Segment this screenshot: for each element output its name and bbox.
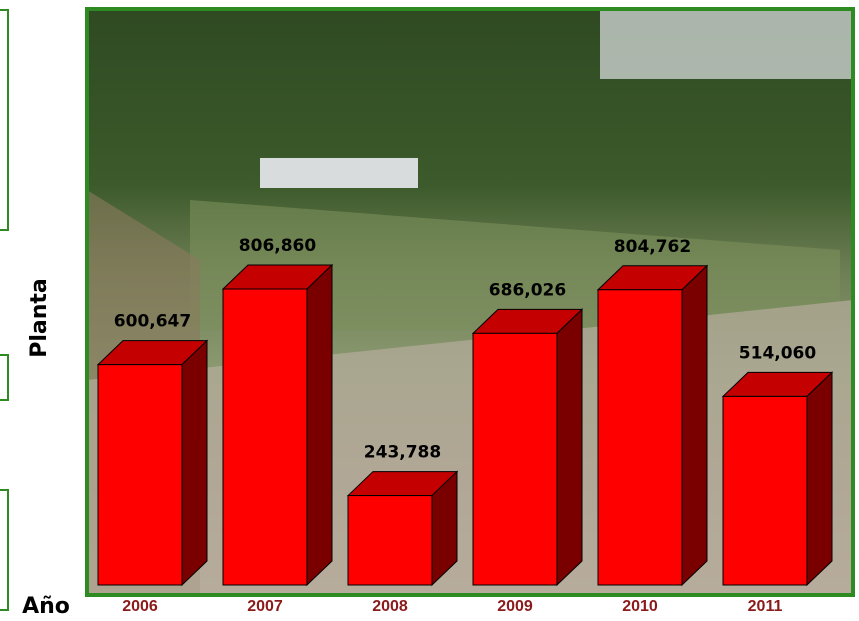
y-axis-label: Planta	[27, 278, 52, 358]
bar	[222, 288, 308, 586]
bar-side	[306, 263, 333, 587]
x-tick-label: 2006	[122, 598, 158, 615]
x-axis-label: Año	[22, 594, 70, 619]
x-tick-label: 2007	[247, 598, 283, 615]
x-tick-label: 2008	[372, 598, 408, 615]
bar	[347, 495, 433, 586]
bar	[722, 395, 808, 586]
x-tick-label: 2009	[497, 598, 533, 615]
left-brackets	[0, 9, 9, 611]
bar-side	[681, 264, 708, 587]
bar	[97, 364, 183, 586]
bar-side	[806, 371, 833, 587]
value-label: 686,026	[489, 280, 566, 300]
x-tick-label: 2010	[622, 598, 658, 615]
value-label: 514,060	[739, 343, 817, 363]
bar-side	[556, 308, 583, 587]
value-label: 243,788	[364, 443, 441, 463]
value-label: 600,647	[114, 312, 191, 332]
value-label: 804,762	[614, 237, 691, 257]
x-tick-label: 2011	[748, 598, 783, 615]
bar	[472, 332, 558, 586]
bar-side	[181, 339, 208, 587]
frame	[85, 7, 855, 597]
value-label: 806,860	[239, 236, 317, 256]
bar	[597, 289, 683, 586]
